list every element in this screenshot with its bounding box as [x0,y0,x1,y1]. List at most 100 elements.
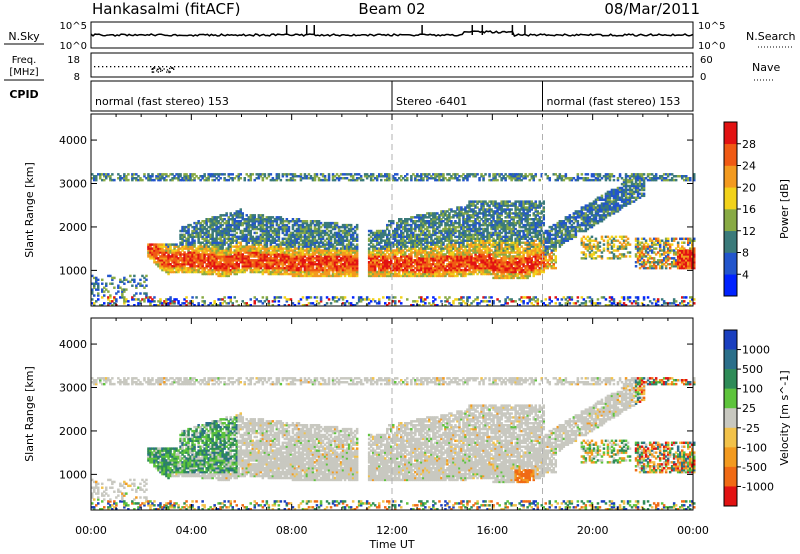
power-cell [241,268,245,272]
power-cell [357,173,361,176]
power-cell [257,237,261,241]
power-cell [249,225,253,229]
power-cell [333,300,337,303]
power-cell [235,231,239,235]
power-cell [193,239,196,242]
power-cell [171,257,174,260]
power-cell [313,239,317,242]
power-cell [249,247,253,250]
power-cell [319,245,323,248]
power-cell [263,251,267,254]
power-cell [255,235,259,239]
power-cell [277,272,281,276]
power-cell [221,220,224,223]
power-cell [382,245,385,248]
freq-dot [614,66,616,68]
power-cell [329,249,333,252]
power-cell [213,218,216,221]
power-cell [315,251,319,254]
power-cell [241,212,245,215]
power-cell [107,274,110,278]
power-cell [273,263,277,266]
power-cell [353,272,357,276]
power-cell [289,235,293,239]
power-cell [257,247,261,250]
power-cell [241,235,245,239]
power-cell [323,249,327,252]
power-cell [396,251,399,254]
power-cell [253,265,257,268]
freq-dot [598,66,600,68]
power-cell [217,216,220,219]
power-cell [307,302,311,305]
power-cell [197,302,200,305]
power-cell [267,249,271,252]
power-cell [251,243,255,246]
power-cell [195,231,198,235]
freq-dot [498,66,500,68]
power-cell [341,270,345,274]
power-cell [197,257,200,260]
power-cell [237,251,241,254]
power-cell [273,233,277,237]
freq-cluster-dot [172,67,174,69]
power-cell [165,178,168,182]
power-cell [187,235,190,239]
power-cell [345,261,349,264]
power-cell [355,177,359,180]
power-cell [235,263,239,266]
power-cell [193,225,196,229]
power-cell [392,245,395,248]
power-cell [281,241,285,244]
power-cell [249,255,253,258]
power-cell [159,255,162,258]
power-cell [384,249,387,252]
power-cell [287,272,291,276]
power-cell [109,302,112,305]
power-cell [241,231,245,235]
power-cell [351,233,355,237]
power-cell [311,239,315,242]
power-cell [197,251,200,254]
power-cell [217,225,220,229]
power-cell [361,178,365,182]
freq-dot [550,66,552,68]
power-cell [221,272,224,276]
power-cell [187,241,190,244]
power-cell [301,243,305,246]
power-cell [349,225,353,229]
power-cell [165,175,168,178]
power-cell [253,218,257,221]
power-cell [233,229,237,233]
power-cell [207,265,210,268]
power-cell [191,247,194,250]
power-cell [111,300,114,303]
power-cell [119,178,122,182]
power-cell [265,233,269,237]
power-cell [113,276,116,280]
power-cell [386,177,389,180]
power-cell [388,241,391,244]
power-cell [351,272,355,276]
power-cell [307,257,311,260]
power-cell [305,272,309,276]
power-cell [287,259,291,262]
power-cell [279,241,283,244]
power-cell [371,274,375,278]
power-cell [203,300,206,303]
power-cell [299,235,303,239]
power-cell [271,272,275,276]
power-cell [101,173,104,176]
noise-sky-trace [90,30,694,37]
power-cell [251,253,255,256]
power-cell [315,241,319,244]
power-cell [373,249,377,252]
power-cell [173,249,176,252]
power-cell [187,229,190,233]
power-cell [341,296,345,299]
freq-cluster-dot [161,69,163,72]
power-cell [303,233,307,237]
power-cell [271,178,275,182]
power-cell [181,229,184,233]
power-cell [203,243,206,246]
